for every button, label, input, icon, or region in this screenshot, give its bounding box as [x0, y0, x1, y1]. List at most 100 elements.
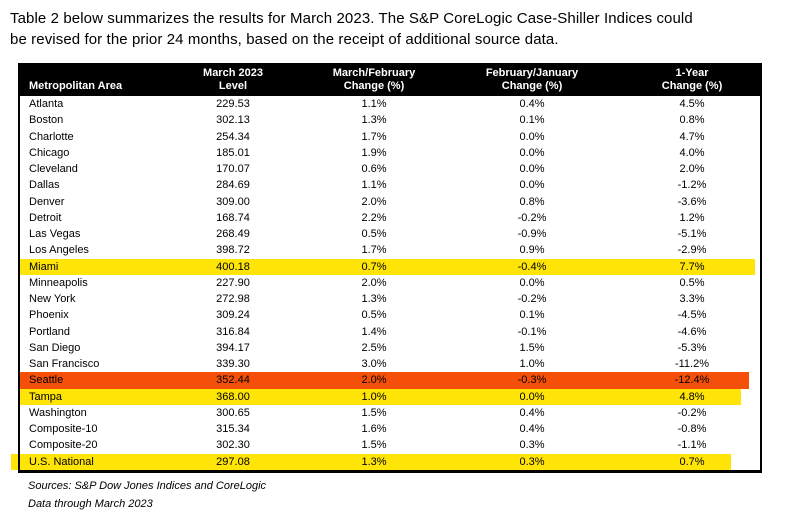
cell-february-january-change: -0.1% [517, 325, 547, 338]
cell-metro-area: Portland [29, 325, 70, 338]
cell-1-year-change: -2.9% [677, 244, 707, 257]
cell-1-year-change: -0.8% [677, 423, 707, 436]
footnotes: Sources: S&P Dow Jones Indices and CoreL… [28, 477, 785, 513]
cell-metro-area: Tampa [29, 390, 63, 403]
cell-1-year-change: 7.7% [679, 260, 705, 273]
cell-metro-area: Los Angeles [29, 244, 89, 257]
cell-metro-area: Las Vegas [29, 228, 81, 241]
cell-march-february-change: 0.5% [361, 228, 387, 241]
sources-note: Sources: S&P Dow Jones Indices and CoreL… [28, 479, 267, 492]
data-through-note: Data through March 2023 [28, 497, 153, 510]
cell-metro-area: Minneapolis [29, 276, 88, 289]
cell-metro-area: Composite-20 [29, 439, 98, 452]
cell-1-year-change: 1.2% [679, 211, 705, 224]
col-header-metropolitan-area: Metropolitan Area [29, 80, 123, 92]
cell-february-january-change: -0.2% [517, 211, 547, 224]
cell-march-february-change: 1.1% [361, 179, 387, 192]
cell-metro-area: Washington [29, 406, 87, 419]
cell-metro-area: Miami [29, 260, 59, 273]
cell-march-february-change: 3.0% [361, 358, 387, 371]
intro-text: Table 2 below summarizes the results for… [10, 10, 693, 48]
cell-metro-area: Phoenix [29, 309, 69, 322]
table-row: Miami 400.18 0.7% -0.4% 7.7% [20, 258, 760, 276]
cell-march-2023-level: 309.24 [216, 309, 250, 322]
cell-march-2023-level: 297.08 [216, 455, 250, 468]
cell-february-january-change: 0.0% [519, 276, 545, 289]
table-body: Atlanta 229.53 1.1% 0.4% 4.5% Boston 302… [11, 96, 760, 471]
cell-march-2023-level: 170.07 [216, 163, 250, 176]
table-row: New York 272.98 1.3% -0.2% 3.3% [20, 291, 760, 307]
cell-1-year-change: 4.0% [679, 146, 705, 159]
cell-february-january-change: 0.0% [519, 130, 545, 143]
cell-march-2023-level: 398.72 [216, 244, 250, 257]
cell-february-january-change: 0.1% [519, 309, 545, 322]
cell-february-january-change: -0.2% [517, 293, 547, 306]
table-row: San Francisco 339.30 3.0% 1.0% -11.2% [20, 356, 760, 372]
cell-february-january-change: -0.9% [517, 228, 547, 241]
cell-february-january-change: -0.4% [517, 260, 547, 273]
cell-1-year-change: -11.2% [674, 358, 710, 371]
cell-metro-area: Seattle [29, 374, 64, 387]
cell-february-january-change: 1.5% [519, 341, 545, 354]
cell-march-february-change: 1.1% [361, 98, 387, 111]
cell-metro-area: Charlotte [29, 130, 74, 143]
cell-march-february-change: 1.0% [361, 390, 387, 403]
cell-metro-area: Dallas [29, 179, 60, 192]
cell-february-january-change: 0.4% [519, 406, 545, 419]
cell-march-2023-level: 368.00 [216, 390, 250, 403]
cell-february-january-change: 1.0% [519, 358, 545, 371]
col-header-march-2023-level: March 2023 Level [203, 67, 263, 92]
col-header-march-february-change: March/February Change (%) [332, 67, 416, 92]
cell-1-year-change: -4.5% [677, 309, 707, 322]
cell-february-january-change: 0.4% [519, 98, 545, 111]
cell-march-2023-level: 352.44 [216, 374, 250, 387]
table-row: Denver 309.00 2.0% 0.8% -3.6% [20, 194, 760, 210]
table-header-row: Metropolitan Area March 2023 Level March… [20, 63, 760, 96]
table-row: Dallas 284.69 1.1% 0.0% -1.2% [20, 177, 760, 193]
cell-1-year-change: 4.8% [679, 390, 705, 403]
table-row: Los Angeles 398.72 1.7% 0.9% -2.9% [20, 242, 760, 258]
cell-february-january-change: 0.3% [519, 439, 545, 452]
cell-march-2023-level: 272.98 [216, 293, 250, 306]
cell-march-february-change: 0.5% [361, 309, 387, 322]
cell-march-february-change: 1.3% [361, 293, 387, 306]
page: Table 2 below summarizes the results for… [0, 8, 785, 513]
cell-march-february-change: 2.2% [361, 211, 387, 224]
cell-march-february-change: 0.7% [361, 260, 387, 273]
table-row: Tampa 368.00 1.0% 0.0% 4.8% [20, 388, 760, 406]
col-header-1-year-change: 1-Year Change (%) [661, 67, 723, 92]
cell-metro-area: Detroit [29, 211, 62, 224]
cell-march-february-change: 1.7% [361, 130, 387, 143]
cell-metro-area: Chicago [29, 146, 70, 159]
cell-february-january-change: 0.3% [519, 455, 545, 468]
cell-1-year-change: 3.3% [679, 293, 705, 306]
table-row: Charlotte 254.34 1.7% 0.0% 4.7% [20, 129, 760, 145]
cell-february-january-change: 0.1% [519, 114, 545, 127]
cell-march-february-change: 2.0% [361, 276, 387, 289]
table-row: Minneapolis 227.90 2.0% 0.0% 0.5% [20, 275, 760, 291]
table-row: Portland 316.84 1.4% -0.1% -4.6% [20, 324, 760, 340]
cell-metro-area: U.S. National [29, 455, 94, 468]
table-row: Seattle 352.44 2.0% -0.3% -12.4% [20, 372, 760, 389]
cell-february-january-change: 0.0% [519, 179, 545, 192]
cell-metro-area: Cleveland [29, 163, 78, 176]
cell-march-february-change: 2.0% [361, 195, 387, 208]
cell-march-2023-level: 268.49 [216, 228, 250, 241]
cell-february-january-change: 0.4% [519, 423, 545, 436]
cell-metro-area: Denver [29, 195, 65, 208]
cell-march-february-change: 1.3% [361, 455, 387, 468]
cell-march-2023-level: 300.65 [216, 406, 250, 419]
table-row: U.S. National 297.08 1.3% 0.3% 0.7% [11, 453, 760, 471]
table-row: Boston 302.13 1.3% 0.1% 0.8% [20, 112, 760, 128]
cell-march-february-change: 2.0% [361, 374, 387, 387]
cell-february-january-change: -0.3% [517, 374, 547, 387]
cell-metro-area: New York [29, 293, 76, 306]
cell-1-year-change: -12.4% [674, 374, 710, 387]
cell-march-february-change: 1.5% [361, 406, 387, 419]
cell-february-january-change: 0.8% [519, 195, 545, 208]
cell-metro-area: San Diego [29, 341, 81, 354]
cell-1-year-change: -4.6% [677, 325, 707, 338]
cell-1-year-change: -0.2% [677, 406, 707, 419]
cell-march-2023-level: 227.90 [216, 276, 250, 289]
cell-march-2023-level: 394.17 [216, 341, 250, 354]
